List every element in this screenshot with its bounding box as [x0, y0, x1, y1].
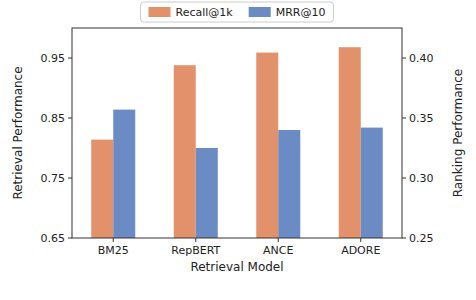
- y2-tick-label: 0.25: [409, 232, 434, 245]
- y-tick: [68, 178, 72, 179]
- legend-label: Recall@1k: [176, 6, 234, 19]
- x-tick-label: ANCE: [263, 244, 293, 257]
- x-tick-label: RepBERT: [171, 244, 220, 257]
- legend-box: [141, 2, 334, 22]
- bar: [361, 128, 383, 238]
- x-tick-label: ADORE: [341, 244, 380, 257]
- y2-tick-label: 0.40: [409, 52, 434, 65]
- y2-tick: [402, 178, 406, 179]
- y2-tick-label: 0.30: [409, 172, 434, 185]
- y-tick: [68, 58, 72, 59]
- x-tick: [113, 238, 114, 242]
- y-tick: [68, 238, 72, 239]
- legend-swatch: [149, 7, 171, 17]
- y-tick-label: 0.75: [41, 172, 66, 185]
- legend-swatch: [249, 7, 271, 17]
- legend: Recall@1k MRR@10: [141, 2, 334, 22]
- legend-label: MRR@10: [276, 6, 326, 19]
- y-label: Retrieval Performance: [11, 66, 25, 199]
- bar: [278, 130, 300, 238]
- y-tick: [68, 118, 72, 119]
- y2-tick: [402, 118, 406, 119]
- y2-tick: [402, 238, 406, 239]
- y2-tick-label: 0.35: [409, 112, 434, 125]
- x-tick: [360, 238, 361, 242]
- y-tick-label: 0.65: [41, 232, 66, 245]
- y2-label: Ranking Performance: [451, 69, 465, 197]
- bar: [339, 47, 361, 238]
- y-tick-label: 0.95: [41, 52, 66, 65]
- x-tick: [195, 238, 196, 242]
- frame: [72, 28, 402, 238]
- x-tick: [278, 238, 279, 242]
- chart: 0.65 0.75 0.85 0.95 0.25 0.30 0.35 0.40 BM25 RepB…: [0, 0, 476, 300]
- bar: [113, 110, 135, 238]
- y2-tick: [402, 58, 406, 59]
- bar: [256, 53, 278, 238]
- x-label: Retrieval Model: [190, 260, 283, 274]
- bar: [91, 140, 113, 238]
- bars: [91, 47, 383, 238]
- bar: [196, 148, 218, 238]
- x-tick-label: BM25: [98, 244, 129, 257]
- bar: [174, 65, 196, 238]
- y-tick-label: 0.85: [41, 112, 66, 125]
